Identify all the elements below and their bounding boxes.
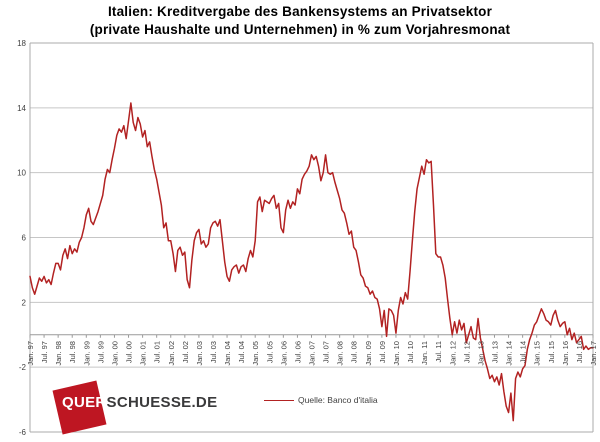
x-axis-label: Jan. 14 xyxy=(505,341,514,366)
logo-text-schuesse-de: SCHUESSE.DE xyxy=(106,394,218,411)
x-axis-label: Jul. 06 xyxy=(293,341,302,363)
x-axis-label: Jan. 06 xyxy=(279,341,288,366)
x-axis-label: Jan. 13 xyxy=(476,341,485,366)
x-axis-label: Jan. 17 xyxy=(589,341,598,366)
x-axis-label: Jan. 04 xyxy=(223,341,232,366)
x-axis-label: Jul. 10 xyxy=(406,341,415,363)
logo-text-quer: QUER xyxy=(62,394,107,411)
x-axis-label: Jan. 99 xyxy=(82,341,91,366)
x-axis-label: Jan. 03 xyxy=(195,341,204,366)
x-axis-label: Jan. 98 xyxy=(54,341,63,366)
y-axis-label: 10 xyxy=(17,169,26,178)
x-axis-label: Jan. 05 xyxy=(251,341,260,366)
x-axis-label: Jul. 13 xyxy=(490,341,499,363)
x-axis-label: Jan. 15 xyxy=(533,341,542,366)
chart-title: Italien: Kreditvergabe des Bankensystems… xyxy=(0,3,600,39)
x-axis-label: Jul. 03 xyxy=(209,341,218,363)
legend-source-label: Quelle: Banco d'italia xyxy=(298,395,378,405)
x-axis-label: Jul. 09 xyxy=(378,341,387,363)
chart-title-line1: Italien: Kreditvergabe des Bankensystems… xyxy=(107,4,493,19)
y-axis-label: -2 xyxy=(19,363,27,372)
x-axis-label: Jul. 02 xyxy=(181,341,190,363)
chart-title-line2: (private Haushalte und Unternehmen) in %… xyxy=(89,22,511,37)
x-axis-label: Jul. 08 xyxy=(350,341,359,363)
x-axis-label: Jan. 10 xyxy=(392,341,401,366)
x-axis-label: Jan. 02 xyxy=(167,341,176,366)
x-axis-label: Jan. 97 xyxy=(26,341,35,366)
x-axis-label: Jul. 97 xyxy=(40,341,49,363)
x-axis-label: Jan. 11 xyxy=(420,341,429,365)
legend: Quelle: Banco d'italia xyxy=(264,394,378,406)
x-axis-label: Jan. 08 xyxy=(336,341,345,366)
x-axis-label: Jul. 16 xyxy=(575,341,584,363)
x-axis-label: Jul. 07 xyxy=(322,341,331,363)
x-axis-label: Jul. 12 xyxy=(462,341,471,363)
y-axis-label: 6 xyxy=(22,234,27,243)
x-axis-label: Jul. 11 xyxy=(434,341,443,363)
y-axis-label: 2 xyxy=(22,298,27,307)
querschuesse-logo: QUERSCHUESSE.DE xyxy=(45,380,265,435)
y-axis-label: 14 xyxy=(17,104,26,113)
x-axis-label: Jul. 98 xyxy=(68,341,77,363)
logo-wordmark: QUERSCHUESSE.DE xyxy=(62,394,217,411)
x-axis-label: Jul. 01 xyxy=(153,341,162,363)
x-axis-label: Jul. 14 xyxy=(519,341,528,363)
x-axis-label: Jan. 01 xyxy=(139,341,148,366)
x-axis-label: Jul. 15 xyxy=(547,341,556,363)
x-axis-label: Jan. 16 xyxy=(561,341,570,366)
x-axis-label: Jan. 00 xyxy=(110,341,119,366)
y-axis-label: -6 xyxy=(19,428,27,437)
x-axis-label: Jul. 05 xyxy=(265,341,274,363)
y-axis-label: 18 xyxy=(17,39,26,48)
series-line xyxy=(29,102,594,422)
legend-line-sample xyxy=(264,399,294,401)
x-axis-label: Jul. 04 xyxy=(237,341,246,363)
x-axis-label: Jan. 12 xyxy=(448,341,457,366)
x-axis-label: Jan. 09 xyxy=(364,341,373,366)
x-axis-label: Jan. 07 xyxy=(308,341,317,366)
x-axis-label: Jul. 99 xyxy=(96,341,105,363)
x-axis-label: Jul. 00 xyxy=(125,341,134,363)
